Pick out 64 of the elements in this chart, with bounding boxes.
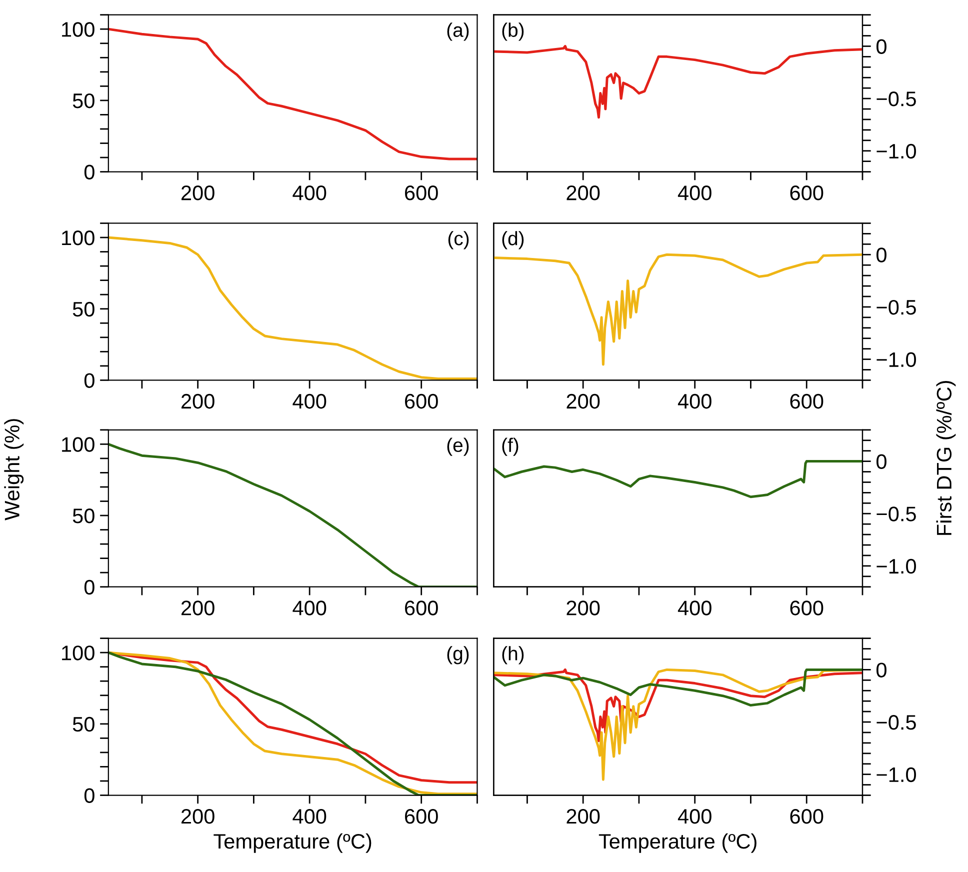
x-tick-label: 200 <box>566 809 600 824</box>
y-tick-label: 0 <box>84 373 94 388</box>
x-tick-label: 200 <box>181 600 214 616</box>
x-tick-label: 600 <box>790 600 824 616</box>
x-tick-label: 600 <box>405 600 438 616</box>
y2-tick-label: −0.5 <box>876 715 916 730</box>
line-series <box>494 460 862 498</box>
x-axis-title: Temperature (ºC) <box>214 833 372 853</box>
y-tick-label: 50 <box>72 508 94 524</box>
y-tick-label: 50 <box>72 93 94 108</box>
annotation: (a) <box>447 22 469 41</box>
x-tick-label: 400 <box>292 394 326 409</box>
annotation: (h) <box>502 646 524 664</box>
annotation: (c) <box>448 231 469 250</box>
line-series <box>494 668 862 707</box>
line-series <box>494 253 862 366</box>
y2-axis-title: First DTG (%/ºC) <box>936 380 956 535</box>
y2-tick-label: −1.0 <box>876 352 916 368</box>
x-tick-label: 600 <box>405 394 438 409</box>
y2-tick-label: 0 <box>876 662 886 678</box>
x-tick-label: 600 <box>405 809 438 824</box>
y2-tick-label: 0 <box>876 39 886 54</box>
x-tick-label: 400 <box>678 186 712 200</box>
x-tick-label: 200 <box>181 394 214 409</box>
annotation: (g) <box>447 646 469 664</box>
line-series <box>494 44 862 119</box>
x-tick-label: 200 <box>566 394 600 409</box>
x-tick-label: 600 <box>790 186 824 200</box>
annotation: (d) <box>502 231 524 250</box>
y2-tick-label: −1.0 <box>876 767 916 782</box>
y2-tick-label: −0.5 <box>876 300 916 315</box>
y-tick-label: 100 <box>62 22 94 37</box>
x-tick-label: 400 <box>292 600 326 616</box>
y-tick-label: 100 <box>62 230 94 246</box>
annotation: (e) <box>447 438 469 456</box>
y-tick-label: 50 <box>72 302 94 317</box>
x-tick-label: 200 <box>181 809 214 824</box>
annotation: (b) <box>502 22 524 41</box>
x-tick-label: 200 <box>181 186 214 200</box>
y2-tick-label: 0 <box>876 248 886 262</box>
x-tick-label: 400 <box>292 809 326 824</box>
y-tick-label: 0 <box>84 580 94 595</box>
y-tick-label: 50 <box>72 716 94 732</box>
x-tick-label: 400 <box>292 186 326 200</box>
y-tick-label: 100 <box>62 437 94 452</box>
x-tick-label: 600 <box>405 186 438 200</box>
x-tick-label: 600 <box>790 809 824 824</box>
y-tick-label: 0 <box>84 164 94 180</box>
y-tick-label: 0 <box>84 788 94 804</box>
x-tick-label: 200 <box>566 186 600 200</box>
y2-tick-label: 0 <box>876 454 886 470</box>
y-axis-title: Weight (%) <box>4 419 24 520</box>
x-tick-label: 200 <box>566 600 600 616</box>
y2-tick-label: −1.0 <box>876 144 916 159</box>
x-tick-label: 400 <box>678 600 712 616</box>
annotation: (f) <box>502 438 518 456</box>
x-tick-label: 600 <box>790 394 824 409</box>
x-tick-label: 400 <box>678 394 712 409</box>
y-tick-label: 100 <box>62 646 94 660</box>
y2-tick-label: −1.0 <box>876 558 916 574</box>
x-axis-title: Temperature (ºC) <box>598 833 756 853</box>
y2-tick-label: −0.5 <box>876 92 916 106</box>
x-tick-label: 400 <box>678 809 712 824</box>
y2-tick-label: −0.5 <box>876 506 916 522</box>
